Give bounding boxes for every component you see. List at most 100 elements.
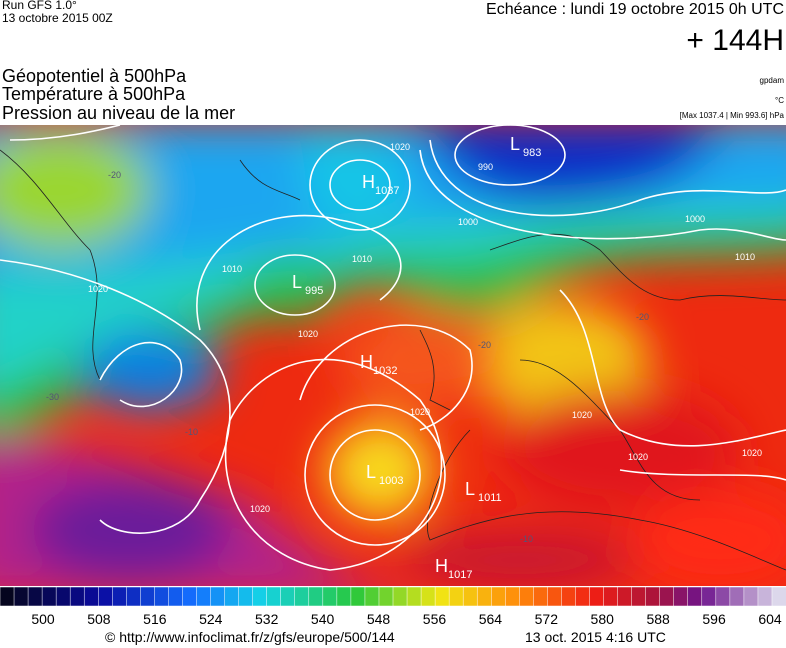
colorbar-swatch xyxy=(364,586,380,607)
colorbar-swatch xyxy=(294,586,310,607)
colorbar-tick-label: 564 xyxy=(479,611,503,627)
colorbar-tick-label: 556 xyxy=(423,611,447,627)
valid-time: Echéance : lundi 19 octobre 2015 0h UTC xyxy=(486,1,784,18)
colorbar-swatch xyxy=(27,586,43,607)
colorbar-swatch xyxy=(547,586,563,607)
colorbar-swatch xyxy=(196,586,212,607)
colorbar-swatch xyxy=(350,586,366,607)
unit-label: gpdam xyxy=(760,76,785,85)
unit-label: °C xyxy=(775,96,784,105)
center-letter: L xyxy=(292,272,302,292)
temperature-field xyxy=(0,125,786,586)
colorbar-swatch xyxy=(280,586,296,607)
isobar-label: 1020 xyxy=(250,504,270,514)
colorbar-swatch xyxy=(673,586,689,607)
colorbar-tick-label: 500 xyxy=(31,611,55,627)
colorbar-swatch xyxy=(308,586,324,607)
source: © http://www.infoclimat.fr/z/gfs/europe/… xyxy=(105,629,395,645)
center-value: 1011 xyxy=(478,492,502,504)
temperature-label: -30 xyxy=(46,392,59,402)
colorbar-swatch xyxy=(224,586,240,607)
center-value: 1003 xyxy=(379,475,403,487)
generated: 13 oct. 2015 4:16 UTC xyxy=(525,629,666,645)
colorbar-swatch xyxy=(140,586,156,607)
colorbar-swatch xyxy=(55,586,71,607)
temperature-label: -20 xyxy=(108,170,121,180)
isobar-label: 1010 xyxy=(352,254,372,264)
colorbar-tick-label: 596 xyxy=(702,611,726,627)
colorbar-swatch xyxy=(322,586,338,607)
colorbar-tick-label: 548 xyxy=(367,611,391,627)
center-value: 1037 xyxy=(375,185,399,197)
colorbar-swatch xyxy=(238,586,254,607)
center-letter: H xyxy=(362,172,375,192)
colorbar-tick-label: 572 xyxy=(535,611,559,627)
field-title: Pression au niveau de la mer xyxy=(2,103,235,123)
isobar-label: 1000 xyxy=(458,217,478,227)
colorbar-swatch xyxy=(448,586,464,607)
colorbar-swatch xyxy=(252,586,268,607)
colorbar-swatch xyxy=(603,586,619,607)
colorbar-swatch xyxy=(41,586,57,607)
colorbar-swatch xyxy=(83,586,100,607)
colorbar-swatch xyxy=(420,586,436,607)
colorbar-tick-label: 524 xyxy=(199,611,223,627)
colorbar-swatch xyxy=(715,586,731,607)
colorbar-swatch xyxy=(771,586,786,607)
center-value: 983 xyxy=(523,147,541,159)
center-letter: L xyxy=(465,479,475,499)
colorbar-tick-label: 580 xyxy=(591,611,615,627)
colorbar-swatch xyxy=(112,586,128,607)
colorbar-swatch xyxy=(266,586,282,607)
isobar-label: 1020 xyxy=(742,448,762,458)
colorbar-swatch xyxy=(182,586,198,607)
center-value: 1017 xyxy=(448,569,472,581)
colorbar-swatch xyxy=(687,586,703,607)
colorbar-swatch xyxy=(210,586,226,607)
colorbar-swatch xyxy=(392,586,408,607)
colorbar-swatch xyxy=(533,586,549,607)
colorbar-tick-label: 532 xyxy=(255,611,279,627)
run-label: Run GFS 1.0° xyxy=(2,0,77,12)
colorbar-swatch xyxy=(434,586,450,607)
colorbar-swatch xyxy=(757,586,773,607)
colorbar-swatch xyxy=(476,586,493,607)
colorbar-swatch xyxy=(168,586,184,607)
temperature-label: -20 xyxy=(636,312,649,322)
colorbar-swatch xyxy=(589,586,605,607)
colorbar-swatch xyxy=(98,586,114,607)
colorbar-tick-label: 540 xyxy=(311,611,335,627)
colorbar-swatch xyxy=(617,586,633,607)
isobar-label: 1020 xyxy=(88,284,108,294)
colorbar-tick-label: 604 xyxy=(758,611,782,627)
colorbar-swatch xyxy=(69,586,85,607)
unit-label: [Max 1037.4 | Min 993.6] hPa xyxy=(680,111,785,120)
isobar-label: 1020 xyxy=(572,410,592,420)
colorbar-swatch xyxy=(659,586,675,607)
isobar-label: 1020 xyxy=(390,142,410,152)
colorbar-swatch xyxy=(631,586,647,607)
colorbar-swatch xyxy=(729,586,745,607)
colorbar-swatch xyxy=(519,586,535,607)
field-title: Géopotentiel à 500hPa xyxy=(2,66,187,86)
run-date: 13 octobre 2015 00Z xyxy=(2,11,113,25)
isobar-label: 1010 xyxy=(222,264,242,274)
center-letter: L xyxy=(510,134,520,154)
temperature-label: -10 xyxy=(185,427,198,437)
isobar-label: 990 xyxy=(478,162,493,172)
field-title: Température à 500hPa xyxy=(2,84,186,104)
colorbar-swatch xyxy=(743,586,759,607)
colorbar-tick-label: 516 xyxy=(143,611,167,627)
colorbar-swatch xyxy=(645,586,661,607)
isobar-label: 1020 xyxy=(628,452,648,462)
isobar-label: 1020 xyxy=(410,407,430,417)
temperature-label: -10 xyxy=(520,534,533,544)
colorbar-swatch xyxy=(505,586,521,607)
colorbar-swatch xyxy=(575,586,591,607)
colorbar-swatch xyxy=(13,586,29,607)
colorbar-swatch xyxy=(0,586,15,607)
center-letter: L xyxy=(366,462,376,482)
colorbar-swatch xyxy=(154,586,170,607)
